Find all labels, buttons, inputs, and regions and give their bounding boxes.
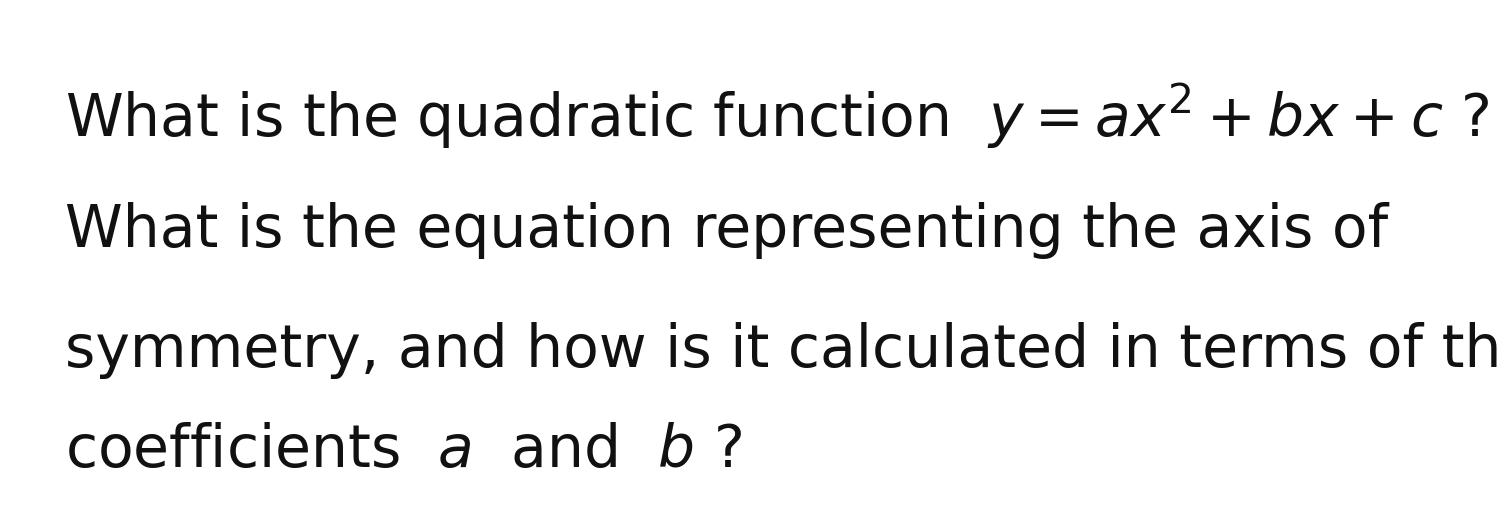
- Text: symmetry, and how is it calculated in terms of the: symmetry, and how is it calculated in te…: [64, 322, 1500, 379]
- Text: coefficients  $a$  and  $b$ ?: coefficients $a$ and $b$ ?: [64, 422, 742, 479]
- Text: What is the equation representing the axis of: What is the equation representing the ax…: [64, 202, 1389, 259]
- Text: What is the quadratic function  $y = ax^2 + bx + c$ ?: What is the quadratic function $y = ax^2…: [64, 82, 1490, 151]
